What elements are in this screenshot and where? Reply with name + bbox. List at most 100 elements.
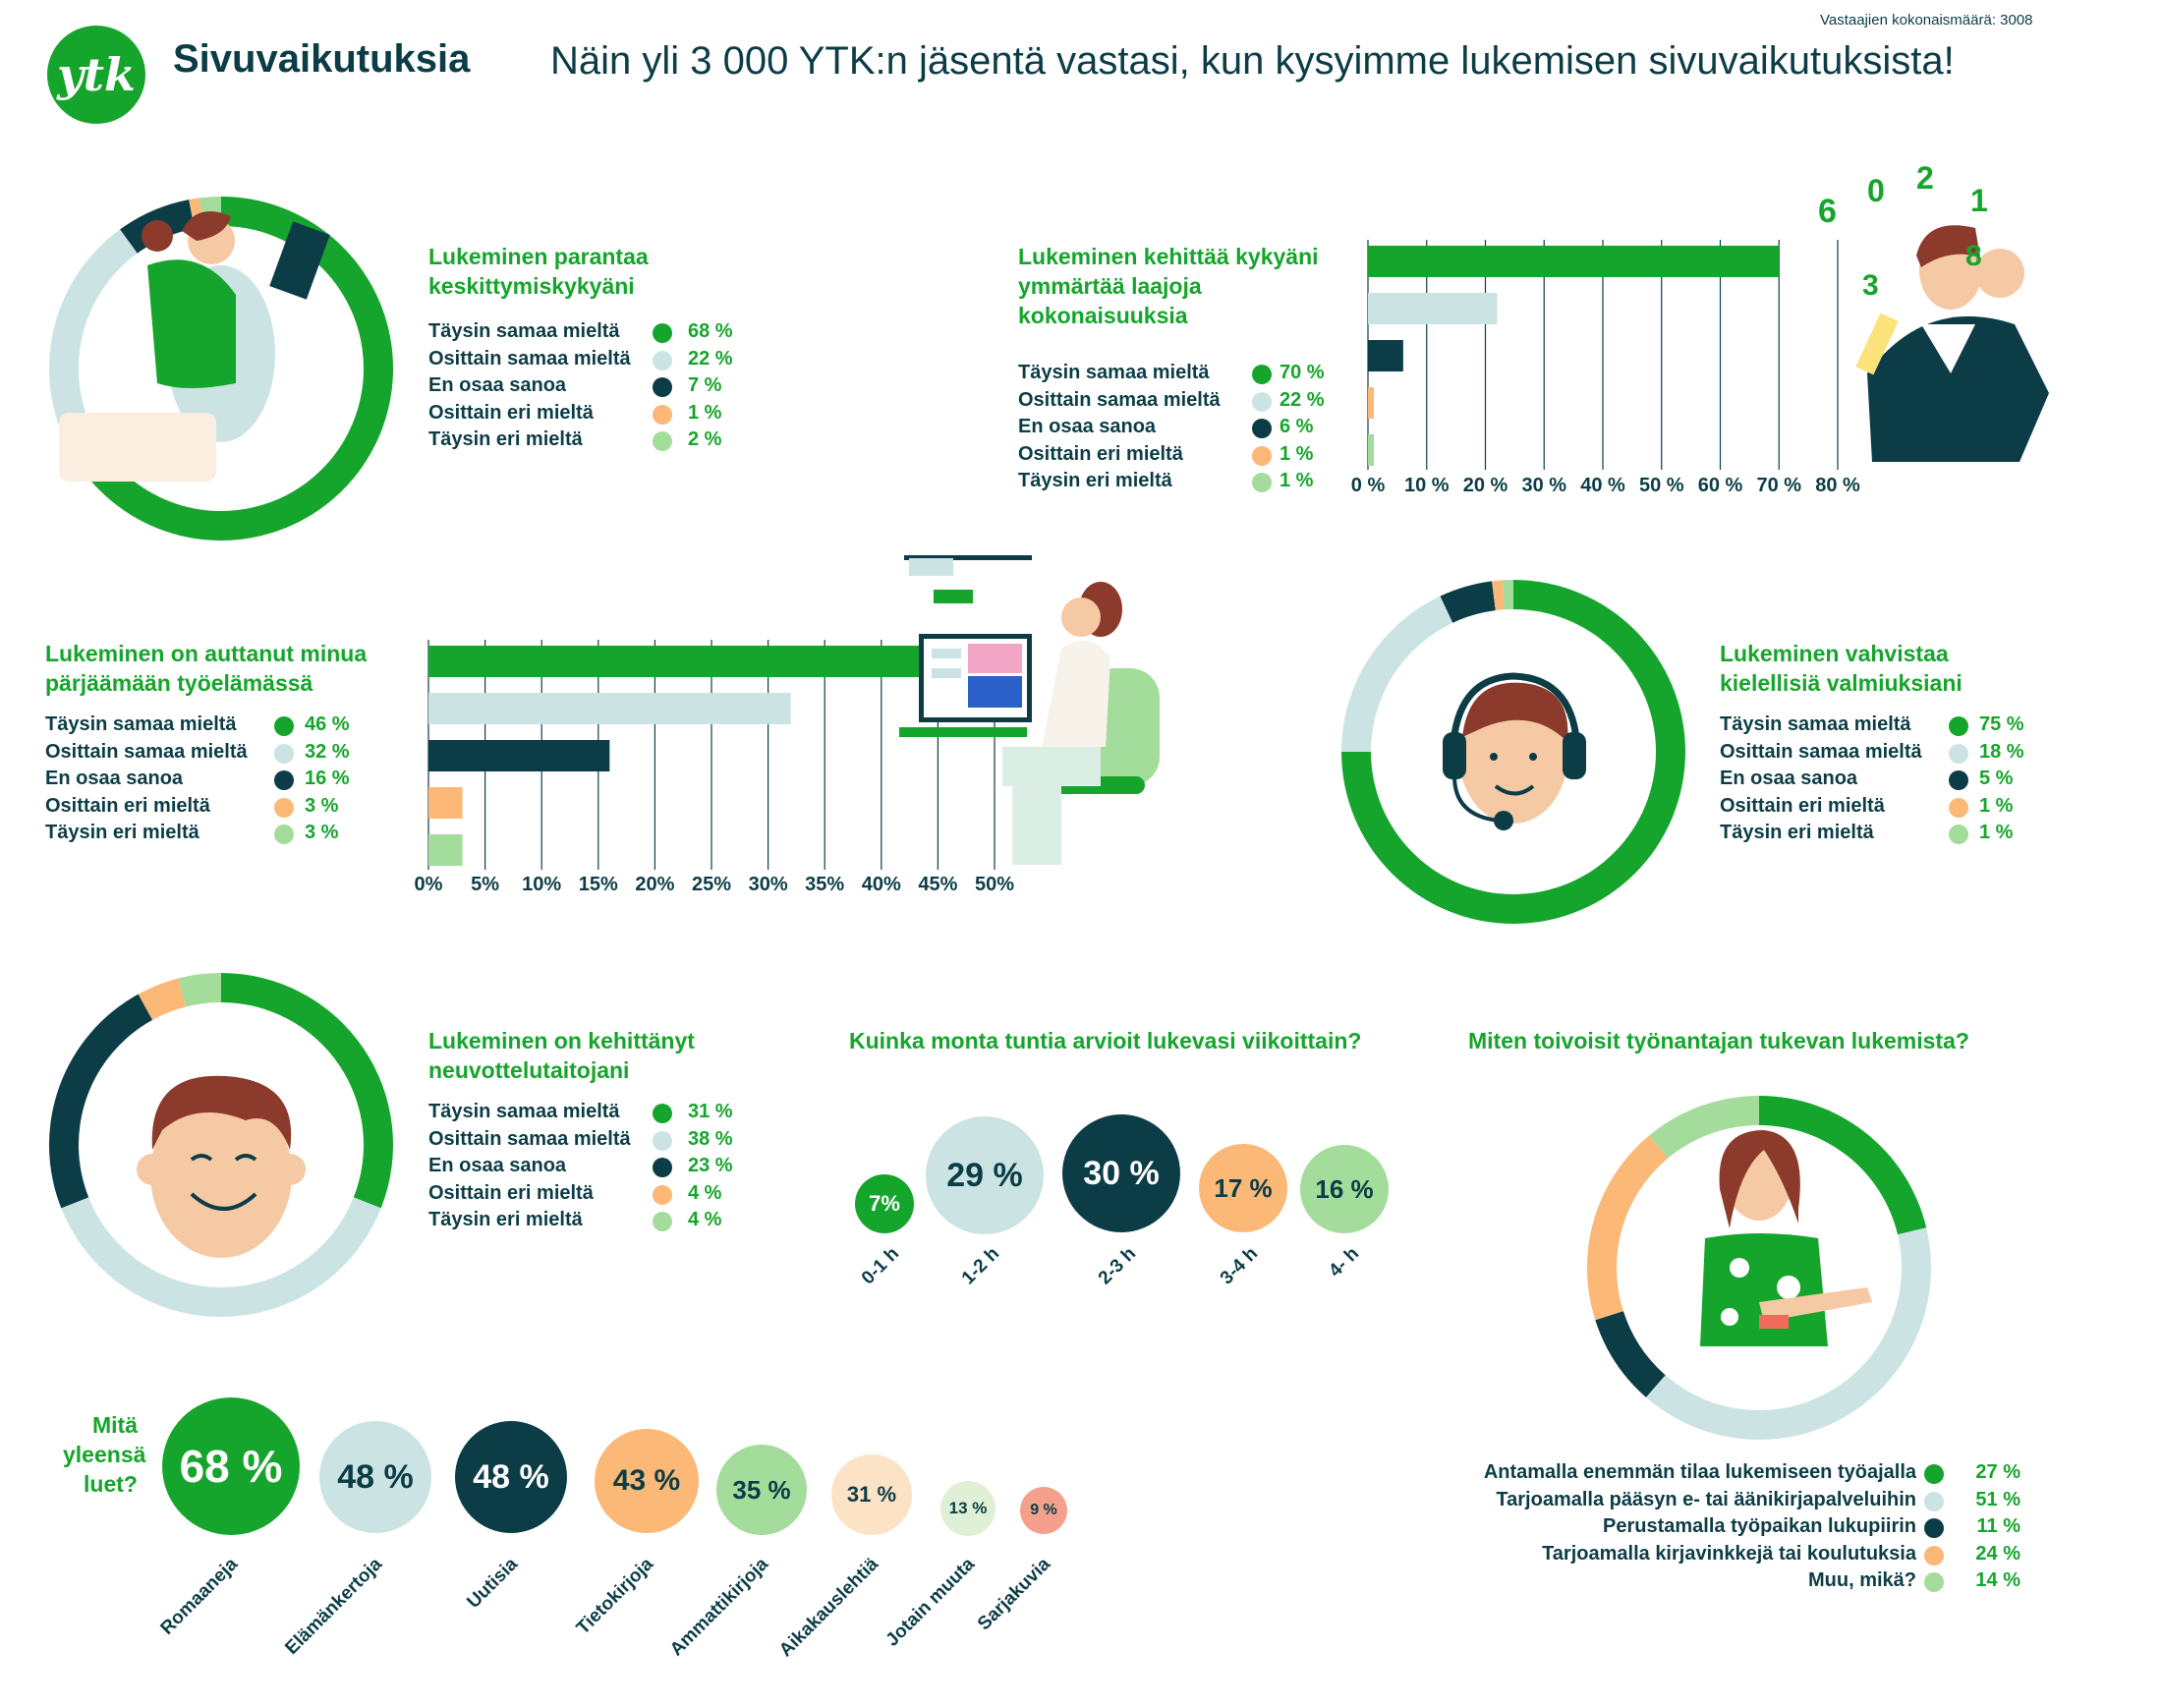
q1-legend-value: 7 % bbox=[688, 374, 722, 397]
bar-chart-understanding: 0 % 10 % 20 % 30 % 40 % 50 % 60 % 70 % 80 % bbox=[1351, 240, 1860, 496]
q5-legend-swatch bbox=[653, 1104, 672, 1123]
q3-legend-row: Osittain eri mieltä 3 % bbox=[45, 795, 360, 823]
q4-slice-osittain-eri-mielt bbox=[1492, 580, 1505, 611]
q7-legend-row: Muu, mikä? 14 % bbox=[1425, 1569, 2024, 1597]
pointing-woman-illustration bbox=[1700, 1130, 1872, 1346]
q6-bubble-3-4-h: 17 % bbox=[1199, 1144, 1287, 1232]
q1-legend-swatch bbox=[653, 323, 672, 343]
q4-legend-swatch bbox=[1949, 716, 1968, 736]
q4-legend-label: Täysin eri mieltä bbox=[1720, 822, 1874, 844]
q4-legend-label: Täysin samaa mieltä bbox=[1720, 713, 1911, 735]
q7-legend-value: 11 % bbox=[1976, 1515, 2020, 1538]
q3-bar-t-ysin-eri-mielt bbox=[428, 834, 463, 866]
q4-legend-value: 1 % bbox=[1979, 822, 2014, 844]
q3-bar-osittain-samaa-mielt bbox=[428, 693, 791, 724]
q1-slice-osittain-samaa-mielt bbox=[48, 229, 138, 442]
q5-legend-swatch bbox=[653, 1184, 672, 1205]
q1-legend-label: Osittain samaa mieltä bbox=[428, 347, 631, 370]
q4-legend-row: Osittain eri mieltä 1 % bbox=[1720, 795, 2034, 823]
q3-legend-label: Täysin eri mieltä bbox=[45, 822, 199, 844]
q3-title: Lukeminen on auttanut minua pärjäämään t… bbox=[45, 641, 368, 696]
q2-legend: Täysin samaa mieltä 70 % Osittain samaa mi… bbox=[1018, 362, 1333, 497]
q7-legend-value: 27 % bbox=[1975, 1461, 2020, 1483]
q2-legend-swatch bbox=[1252, 419, 1272, 439]
q1-legend-swatch bbox=[653, 404, 672, 425]
q2-legend-label: En osaa sanoa bbox=[1018, 416, 1157, 438]
q4-legend-row: En osaa sanoa 5 % bbox=[1720, 768, 2034, 795]
q1-legend-row: Osittain eri mieltä 1 % bbox=[428, 402, 743, 429]
q3-tick-label: 25% bbox=[692, 874, 731, 895]
q7-legend-swatch bbox=[1924, 1491, 1944, 1511]
q3-legend-value: 3 % bbox=[305, 822, 339, 844]
q5-legend-row: En osaa sanoa 23 % bbox=[428, 1155, 743, 1182]
q3-legend: Täysin samaa mieltä 46 % Osittain samaa mi… bbox=[45, 713, 360, 849]
q2-legend-swatch bbox=[1252, 391, 1272, 412]
q3-tick-label: 20% bbox=[635, 874, 674, 895]
q2-tick-label: 70 % bbox=[1756, 475, 1801, 496]
q5-legend: Täysin samaa mieltä 31 % Osittain samaa mi… bbox=[428, 1101, 743, 1236]
q4-legend-value: 18 % bbox=[1979, 740, 2024, 763]
q5-legend-value: 23 % bbox=[688, 1155, 733, 1177]
q7-legend-swatch bbox=[1924, 1464, 1944, 1484]
q4-legend-label: En osaa sanoa bbox=[1720, 768, 1858, 790]
q7-legend-label: Tarjoamalla kirjavinkkejä tai koulutuksi… bbox=[1542, 1542, 1916, 1565]
q2-legend-value: 1 % bbox=[1280, 442, 1314, 465]
q3-legend-value: 3 % bbox=[305, 794, 339, 817]
reading-woman-illustration bbox=[59, 211, 330, 482]
q7-slice-tarjoamalla-kirjavinkkej-tai-koulutuksia bbox=[1587, 1135, 1669, 1321]
q4-legend-swatch bbox=[1949, 743, 1968, 764]
q7-slice-antamalla-enemm-n-tilaa-lukemiseen-ty-ajalla bbox=[1759, 1096, 1927, 1235]
q1-legend-label: En osaa sanoa bbox=[428, 374, 567, 397]
q5-slice-t-ysin-eri-mielt bbox=[178, 973, 221, 1007]
q4-slice-en-osaa-sanoa bbox=[1440, 581, 1496, 623]
q4-legend-swatch bbox=[1949, 797, 1968, 818]
q5-legend-swatch bbox=[653, 1158, 672, 1178]
q1-legend: Täysin samaa mieltä 68 % Osittain samaa mi… bbox=[428, 320, 743, 456]
q4-legend-swatch bbox=[1949, 770, 1968, 791]
q7-legend-swatch bbox=[1924, 1545, 1944, 1566]
q3-bar-t-ysin-samaa-mielt bbox=[428, 646, 949, 677]
q2-legend-swatch bbox=[1252, 365, 1272, 384]
q4-legend-row: Täysin eri mieltä 1 % bbox=[1720, 822, 2034, 849]
q7-legend-row: Antamalla enemmän tilaa lukemiseen työaj… bbox=[1425, 1461, 2024, 1489]
q7-title: Miten toivoisit työnantajan tukevan luke… bbox=[1468, 1028, 1969, 1053]
q3-tick-label: 10% bbox=[522, 874, 561, 895]
q1-legend-value: 1 % bbox=[688, 401, 722, 424]
q5-slice-osittain-samaa-mielt bbox=[61, 1197, 381, 1317]
q8-bubble-jotain-muuta: 13 % bbox=[940, 1481, 996, 1536]
q2-legend-value: 6 % bbox=[1280, 416, 1314, 438]
q1-legend-swatch bbox=[653, 377, 672, 398]
q4-legend-value: 75 % bbox=[1979, 713, 2024, 735]
q2-bar-osittain-samaa-mielt bbox=[1368, 293, 1498, 324]
q6-bubble-0-1-h: 7% bbox=[855, 1174, 914, 1233]
q5-legend-row: Osittain samaa mieltä 38 % bbox=[428, 1128, 743, 1156]
q3-legend-swatch bbox=[274, 825, 294, 845]
q5-legend-value: 4 % bbox=[688, 1209, 722, 1231]
brand-title: Sivuvaikutuksia bbox=[173, 37, 471, 81]
q2-tick-label: 0 % bbox=[1351, 475, 1386, 496]
q3-legend-label: Osittain eri mieltä bbox=[45, 794, 210, 817]
q8-bubble-sarjakuvia: 9 % bbox=[1020, 1487, 1067, 1534]
q2-legend-value: 22 % bbox=[1280, 388, 1325, 411]
q2-tick-label: 80 % bbox=[1815, 475, 1860, 496]
q5-legend-label: Osittain samaa mieltä bbox=[428, 1127, 631, 1150]
q2-legend-row: Osittain eri mieltä 1 % bbox=[1018, 443, 1333, 471]
q5-legend-label: Täysin eri mieltä bbox=[428, 1209, 583, 1231]
q5-legend-label: Täysin samaa mieltä bbox=[428, 1101, 620, 1122]
q1-legend-label: Täysin eri mieltä bbox=[428, 428, 583, 451]
q2-legend-row: Täysin eri mieltä 1 % bbox=[1018, 470, 1333, 497]
q5-legend-value: 38 % bbox=[688, 1127, 733, 1150]
digit-3: 3 bbox=[1862, 269, 1879, 302]
q1-legend-row: Täysin eri mieltä 2 % bbox=[428, 428, 743, 456]
q6-title: Kuinka monta tuntia arvioit lukevasi vii… bbox=[849, 1028, 1362, 1053]
headset-agent-illustration bbox=[1443, 672, 1586, 830]
q7-legend-row: Perustamalla työpaikan lukupiirin 11 % bbox=[1425, 1515, 2024, 1543]
q2-tick-label: 60 % bbox=[1698, 475, 1743, 496]
digit-0: 0 bbox=[1867, 173, 1885, 208]
donut-chart-negotiation bbox=[49, 973, 393, 1317]
digit-6: 6 bbox=[1818, 193, 1837, 230]
q2-legend-value: 1 % bbox=[1280, 470, 1314, 492]
remote-worker-illustration bbox=[899, 555, 1160, 865]
q3-legend-label: En osaa sanoa bbox=[45, 768, 184, 790]
q3-tick-label: 5% bbox=[471, 874, 499, 895]
